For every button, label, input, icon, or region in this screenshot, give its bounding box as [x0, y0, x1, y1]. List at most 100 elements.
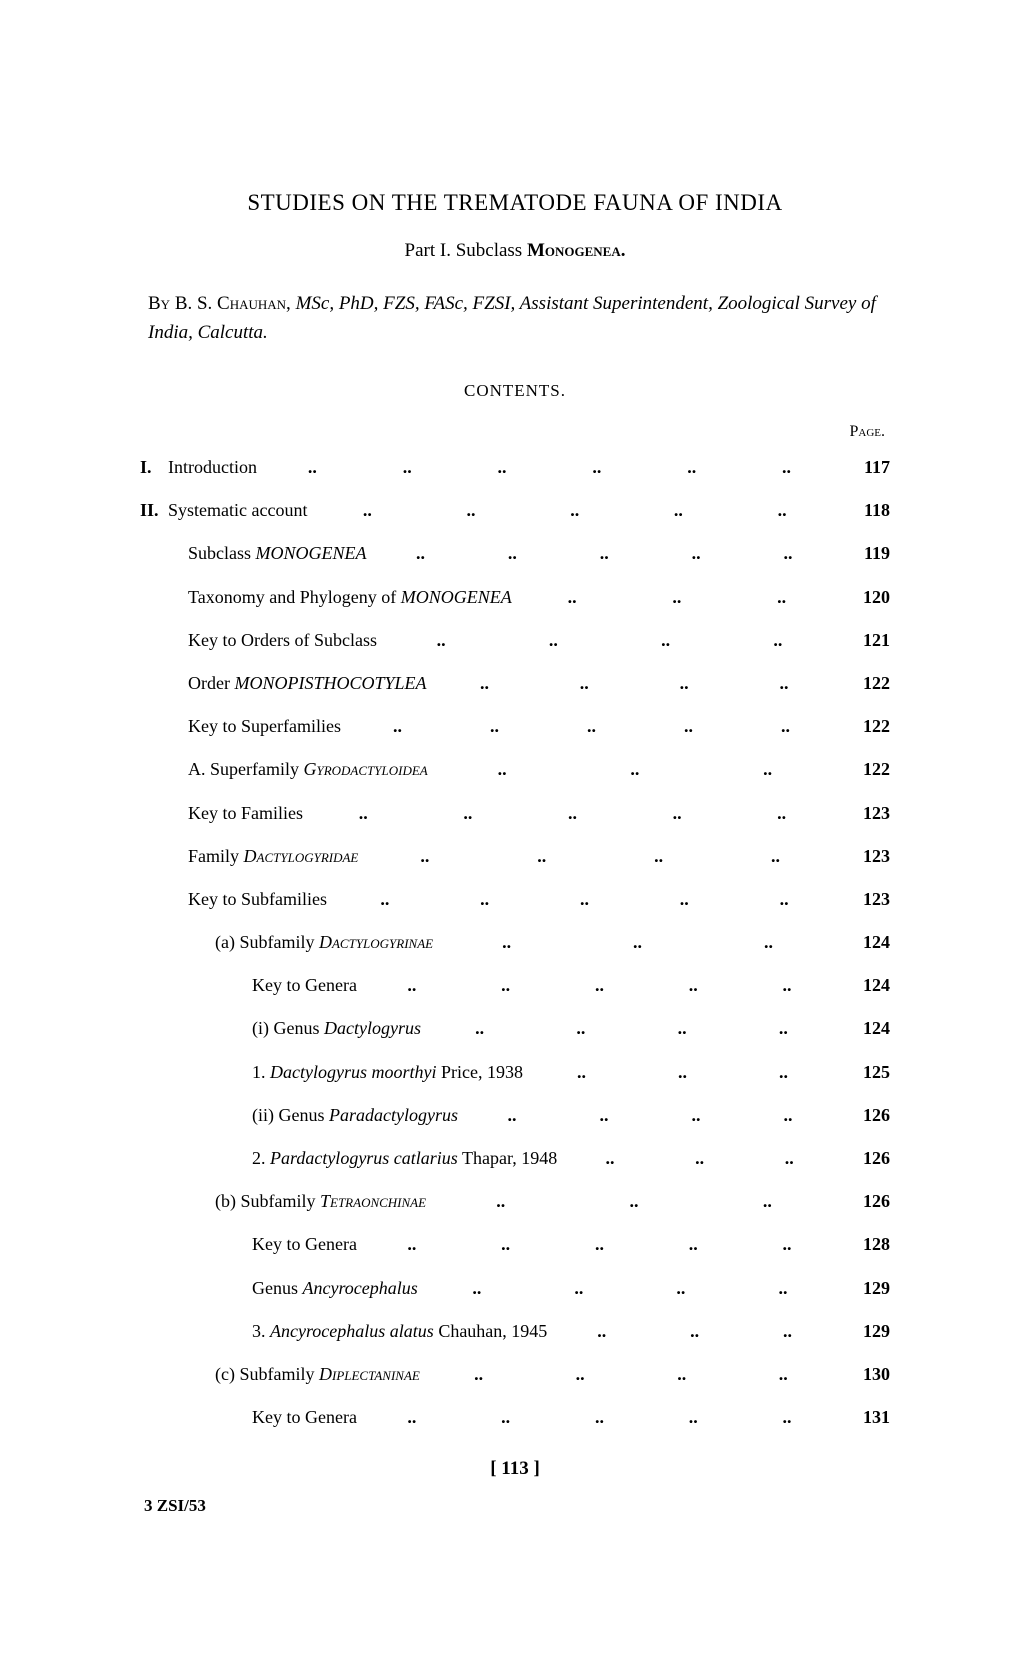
toc-page-number: 122 — [842, 671, 890, 696]
toc-row: Genus Ancyrocephalus........129 — [140, 1276, 890, 1301]
toc-dot-leader: ...... — [428, 757, 842, 782]
toc-text-prefix: (c) Subfamily — [215, 1364, 319, 1384]
table-of-contents: I.Introduction............117II.Systemat… — [140, 455, 890, 1430]
toc-text: Key to Subfamilies — [188, 889, 327, 909]
toc-dot-leader: ...... — [426, 1189, 842, 1214]
toc-page-number: 124 — [842, 973, 890, 998]
toc-row: Key to Families..........123 — [140, 801, 890, 826]
toc-text-suffix: Chauhan, 1945 — [434, 1321, 547, 1341]
toc-text-italic: Paradactylogyrus — [329, 1105, 458, 1125]
toc-text: Introduction — [168, 457, 257, 477]
toc-text-prefix: 2. — [252, 1148, 270, 1168]
toc-dot-leader: ........ — [377, 628, 842, 653]
toc-roman-numeral: II. — [140, 498, 168, 523]
toc-page-number: 124 — [842, 930, 890, 955]
toc-text: Key to Orders of Subclass — [188, 630, 377, 650]
toc-roman-numeral: I. — [140, 455, 168, 480]
contents-header: CONTENTS. — [140, 381, 890, 401]
toc-dot-leader: .......... — [307, 498, 842, 523]
toc-text-italic: MONOGENEA — [256, 543, 367, 563]
toc-row: (b) Subfamily Tetraonchinae......126 — [140, 1189, 890, 1214]
toc-page-number: 125 — [842, 1060, 890, 1085]
toc-page-number: 129 — [842, 1276, 890, 1301]
toc-dot-leader: ........ — [358, 844, 842, 869]
toc-row: Subclass MONOGENEA..........119 — [140, 541, 890, 566]
toc-page-number: 123 — [842, 801, 890, 826]
toc-dot-leader: ...... — [547, 1319, 842, 1344]
toc-entry-label: (a) Subfamily Dactylogyrinae — [140, 930, 433, 955]
author-block: By B. S. Chauhan, MSc, PhD, FZS, FASc, F… — [140, 290, 890, 347]
toc-dot-leader: ........ — [427, 671, 842, 696]
toc-text-prefix: Family — [188, 846, 244, 866]
toc-dot-leader: ...... — [557, 1146, 842, 1171]
toc-entry-label: (ii) Genus Paradactylogyrus — [140, 1103, 458, 1128]
toc-row: (c) Subfamily Diplectaninae........130 — [140, 1362, 890, 1387]
subtitle-bold: Monogenea. — [527, 240, 626, 261]
toc-row: (a) Subfamily Dactylogyrinae......124 — [140, 930, 890, 955]
toc-text-italic: Ancyrocephalus alatus — [270, 1321, 434, 1341]
toc-text: Key to Superfamilies — [188, 716, 341, 736]
toc-page-number: 118 — [842, 498, 890, 523]
page-number: [ 113 ] — [140, 1458, 890, 1480]
toc-page-number: 126 — [842, 1189, 890, 1214]
toc-row: Key to Genera..........131 — [140, 1405, 890, 1430]
toc-text: Systematic account — [168, 500, 307, 520]
toc-dot-leader: ........ — [420, 1362, 842, 1387]
toc-page-number: 121 — [842, 628, 890, 653]
toc-row: 3. Ancyrocephalus alatus Chauhan, 1945..… — [140, 1319, 890, 1344]
toc-dot-leader: .......... — [357, 973, 842, 998]
toc-text-italic: Pardactylogyrus catlarius — [270, 1148, 458, 1168]
subtitle-prefix: Part I. Subclass — [405, 240, 527, 261]
author-by: By — [148, 293, 170, 314]
toc-row: Key to Genera..........124 — [140, 973, 890, 998]
toc-entry-label: Genus Ancyrocephalus — [140, 1276, 418, 1301]
toc-text-prefix: Order — [188, 673, 234, 693]
toc-entry-label: (b) Subfamily Tetraonchinae — [140, 1189, 426, 1214]
toc-entry-label: Key to Genera — [140, 1405, 357, 1430]
toc-text-italic: MONOGENEA — [401, 587, 512, 607]
page-column-header: Page. — [140, 423, 890, 441]
toc-entry-label: Family Dactylogyridae — [140, 844, 358, 869]
toc-page-number: 119 — [842, 541, 890, 566]
toc-dot-leader: ........ — [421, 1016, 842, 1041]
toc-row: Key to Genera..........128 — [140, 1232, 890, 1257]
toc-entry-label: Order MONOPISTHOCOTYLEA — [140, 671, 427, 696]
toc-entry-label: Key to Orders of Subclass — [140, 628, 377, 653]
toc-text: Key to Genera — [252, 975, 357, 995]
toc-text-prefix: Taxonomy and Phylogeny of — [188, 587, 401, 607]
toc-dot-leader: .......... — [327, 887, 842, 912]
toc-entry-label: Key to Subfamilies — [140, 887, 327, 912]
toc-page-number: 124 — [842, 1016, 890, 1041]
toc-dot-leader: ...... — [523, 1060, 842, 1085]
toc-row: II.Systematic account..........118 — [140, 498, 890, 523]
toc-entry-label: Key to Genera — [140, 973, 357, 998]
toc-entry-label: II.Systematic account — [140, 498, 307, 523]
toc-entry-label: Subclass MONOGENEA — [140, 541, 367, 566]
toc-text-prefix: (ii) Genus — [252, 1105, 329, 1125]
toc-entry-label: Key to Superfamilies — [140, 714, 341, 739]
footer-code: 3 ZSI/53 — [140, 1496, 890, 1516]
toc-entry-label: Taxonomy and Phylogeny of MONOGENEA — [140, 585, 512, 610]
toc-page-number: 120 — [842, 585, 890, 610]
author-name: B. S. Chauhan, — [175, 293, 291, 314]
toc-dot-leader: ............ — [257, 455, 842, 480]
toc-page-number: 122 — [842, 757, 890, 782]
toc-dot-leader: .......... — [357, 1232, 842, 1257]
toc-entry-label: A. Superfamily Gyrodactyloidea — [140, 757, 428, 782]
toc-text-prefix: A. Superfamily — [188, 759, 303, 779]
toc-entry-label: (i) Genus Dactylogyrus — [140, 1016, 421, 1041]
toc-dot-leader: .......... — [303, 801, 842, 826]
toc-entry-label: I.Introduction — [140, 455, 257, 480]
toc-page-number: 129 — [842, 1319, 890, 1344]
toc-page-number: 123 — [842, 844, 890, 869]
toc-page-number: 126 — [842, 1146, 890, 1171]
toc-entry-label: Key to Genera — [140, 1232, 357, 1257]
toc-page-number: 117 — [842, 455, 890, 480]
toc-row: I.Introduction............117 — [140, 455, 890, 480]
toc-page-number: 126 — [842, 1103, 890, 1128]
toc-text-italic: Ancyrocephalus — [303, 1278, 418, 1298]
toc-dot-leader: ...... — [512, 585, 842, 610]
toc-dot-leader: ...... — [433, 930, 842, 955]
toc-dot-leader: .......... — [367, 541, 843, 566]
toc-text-prefix: (a) Subfamily — [215, 932, 319, 952]
